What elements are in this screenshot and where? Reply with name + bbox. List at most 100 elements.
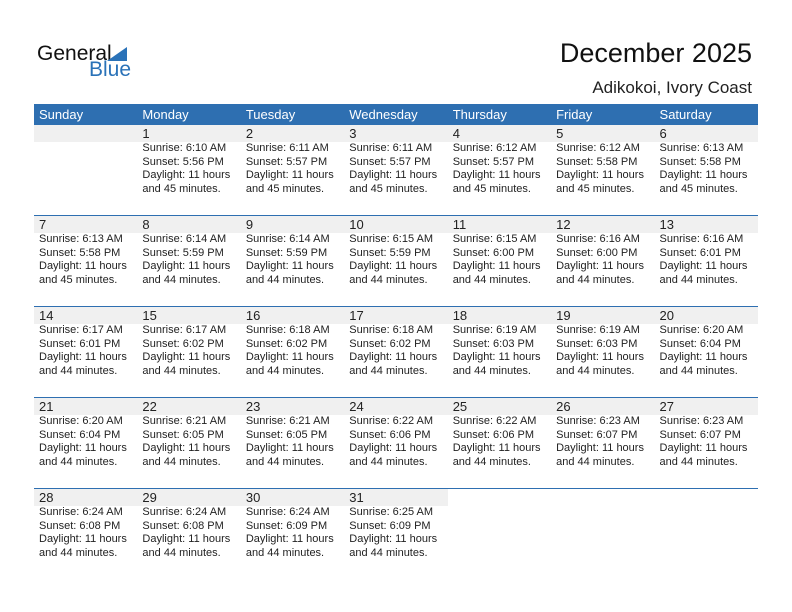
day-number: 26	[556, 399, 571, 414]
sunset-text: Sunset: 5:57 PM	[349, 155, 431, 168]
weekday-saturday: Saturday	[659, 107, 712, 122]
sunset-text: Sunset: 6:01 PM	[39, 337, 121, 350]
logo-general: General	[37, 42, 112, 65]
week-row: 7 8 9 10 11 12 13 Sunrise: 6:13 AM Sunset: 5:58 …	[34, 215, 758, 306]
sunset-text: Sunset: 6:09 PM	[245, 519, 328, 532]
day-cell: Sunrise: 6:22 AM Sunset: 6:06 PM Daylight:…	[344, 415, 447, 469]
day-number: 2	[245, 126, 254, 141]
daylight2-text: and 45 minutes.	[142, 182, 221, 195]
daylight2-text: and 44 minutes.	[452, 455, 531, 468]
day-cell: Sunrise: 6:18 AM Sunset: 6:02 PM Daylight:…	[344, 324, 447, 378]
day-cell: Sunrise: 6:20 AM Sunset: 6:04 PM Daylight:…	[34, 415, 137, 469]
sunset-text: Sunset: 6:08 PM	[39, 519, 121, 532]
daylight1-text: Daylight: 11 hours	[39, 260, 127, 272]
day-number	[655, 489, 758, 506]
day-info-row: Sunrise: 6:20 AM Sunset: 6:04 PM Daylight:…	[34, 415, 758, 469]
sunrise-text: Sunrise: 6:15 AM	[452, 233, 537, 245]
daylight1-text: Daylight: 11 hours	[556, 351, 644, 363]
day-cell: Sunrise: 6:16 AM Sunset: 6:01 PM Daylight:…	[655, 233, 758, 287]
daylight1-text: Daylight: 11 hours	[556, 442, 644, 454]
sunset-text: Sunset: 6:03 PM	[452, 337, 535, 350]
sunset-text: Sunset: 5:58 PM	[556, 155, 638, 168]
day-number: 22	[142, 399, 157, 414]
day-number: 18	[452, 308, 468, 323]
daylight2-text: and 44 minutes.	[349, 273, 428, 286]
day-cell	[34, 142, 137, 196]
day-cell: Sunrise: 6:11 AM Sunset: 5:57 PM Daylight:…	[344, 142, 447, 196]
daylight1-text: Daylight: 11 hours	[452, 442, 541, 454]
sunrise-text: Sunrise: 6:12 AM	[556, 142, 640, 154]
day-number: 28	[34, 489, 138, 506]
logo-triangle-icon	[107, 47, 127, 61]
day-number: 12	[556, 217, 571, 232]
day-number: 6	[659, 126, 667, 141]
daylight2-text: and 44 minutes.	[39, 364, 118, 377]
day-cell: Sunrise: 6:21 AM Sunset: 6:05 PM Daylight:…	[241, 415, 344, 469]
sunset-text: Sunset: 6:07 PM	[556, 428, 638, 441]
daylight2-text: and 44 minutes.	[245, 364, 325, 377]
daylight2-text: and 44 minutes.	[556, 455, 635, 468]
daylight2-text: and 44 minutes.	[452, 273, 531, 286]
sunrise-text: Sunrise: 6:22 AM	[349, 415, 434, 427]
sunrise-text: Sunrise: 6:11 AM	[245, 142, 329, 154]
calendar: Sunday Monday Tuesday Wednesday Thursday Frid…	[34, 104, 758, 579]
daylight2-text: and 45 minutes.	[452, 182, 531, 195]
sunrise-text: Sunrise: 6:24 AM	[142, 506, 227, 518]
sunrise-text: Sunrise: 6:12 AM	[452, 142, 537, 154]
day-cell: Sunrise: 6:24 AM Sunset: 6:09 PM Daylight:…	[241, 506, 344, 560]
daylight2-text: and 44 minutes.	[245, 546, 325, 559]
sunrise-text: Sunrise: 6:15 AM	[349, 233, 434, 245]
daylight1-text: Daylight: 11 hours	[349, 169, 438, 181]
sunset-text: Sunset: 6:04 PM	[39, 428, 121, 441]
daylight2-text: and 44 minutes.	[349, 546, 428, 559]
day-number: 19	[556, 308, 571, 323]
sunset-text: Sunset: 5:59 PM	[245, 246, 328, 259]
sunset-text: Sunset: 5:56 PM	[142, 155, 224, 168]
daylight2-text: and 44 minutes.	[659, 273, 738, 286]
weekday-wednesday: Wednesday	[349, 107, 418, 122]
sunset-text: Sunset: 6:01 PM	[659, 246, 741, 259]
day-cell: Sunrise: 6:17 AM Sunset: 6:01 PM Daylight:…	[34, 324, 137, 378]
day-cell: Sunrise: 6:12 AM Sunset: 5:57 PM Daylight:…	[448, 142, 551, 196]
day-cell: Sunrise: 6:24 AM Sunset: 6:08 PM Daylight:…	[137, 506, 240, 560]
sunset-text: Sunset: 6:08 PM	[142, 519, 224, 532]
daylight1-text: Daylight: 11 hours	[452, 169, 541, 181]
day-info-row: Sunrise: 6:13 AM Sunset: 5:58 PM Daylight:…	[34, 233, 758, 287]
sunset-text: Sunset: 5:58 PM	[39, 246, 121, 259]
daylight1-text: Daylight: 11 hours	[349, 260, 438, 272]
day-cell: Sunrise: 6:23 AM Sunset: 6:07 PM Daylight:…	[551, 415, 654, 469]
page-title: December 2025	[559, 38, 752, 68]
day-cell: Sunrise: 6:19 AM Sunset: 6:03 PM Daylight:…	[551, 324, 654, 378]
daylight2-text: and 44 minutes.	[556, 364, 635, 377]
sunrise-text: Sunrise: 6:16 AM	[556, 233, 640, 245]
sunset-text: Sunset: 6:02 PM	[349, 337, 431, 350]
location: Adikokoi, Ivory Coast	[592, 78, 752, 97]
daylight1-text: Daylight: 11 hours	[39, 351, 127, 363]
day-number: 13	[659, 217, 674, 232]
logo-blue: Blue	[89, 58, 132, 81]
weekday-thursday: Thursday	[452, 107, 507, 122]
sunrise-text: Sunrise: 6:20 AM	[39, 415, 123, 427]
weekday-sunday: Sunday	[39, 107, 84, 122]
sunset-text: Sunset: 6:00 PM	[556, 246, 638, 259]
daylight1-text: Daylight: 11 hours	[659, 442, 748, 454]
day-cell: Sunrise: 6:17 AM Sunset: 6:02 PM Daylight:…	[137, 324, 240, 378]
day-cell: Sunrise: 6:19 AM Sunset: 6:03 PM Daylight:…	[448, 324, 551, 378]
day-number: 9	[245, 217, 254, 232]
daylight1-text: Daylight: 11 hours	[245, 169, 334, 181]
weekday-friday: Friday	[556, 107, 593, 122]
daylight1-text: Daylight: 11 hours	[556, 260, 644, 272]
sunrise-text: Sunrise: 6:14 AM	[142, 233, 227, 245]
day-number: 4	[452, 126, 460, 141]
day-info-row: Sunrise: 6:10 AM Sunset: 5:56 PM Daylight:…	[34, 142, 758, 196]
date-band: 7 8 9 10 11 12 13	[34, 216, 758, 233]
day-number: 8	[142, 217, 150, 232]
daylight1-text: Daylight: 11 hours	[349, 533, 438, 545]
daylight2-text: and 44 minutes.	[349, 364, 428, 377]
day-number	[34, 125, 137, 142]
daylight1-text: Daylight: 11 hours	[349, 442, 438, 454]
daylight1-text: Daylight: 11 hours	[245, 442, 334, 454]
sunrise-text: Sunrise: 6:24 AM	[245, 506, 330, 518]
sunrise-text: Sunrise: 6:23 AM	[556, 415, 640, 427]
day-cell: Sunrise: 6:15 AM Sunset: 6:00 PM Daylight:…	[448, 233, 551, 287]
